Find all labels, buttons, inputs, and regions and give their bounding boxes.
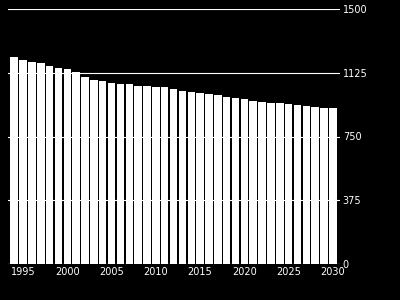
Bar [143, 86, 151, 264]
Bar [81, 77, 89, 264]
Bar [126, 84, 133, 264]
Bar [329, 109, 337, 264]
Bar [267, 103, 275, 264]
Bar [161, 87, 168, 264]
Bar [302, 106, 310, 264]
Bar [72, 72, 80, 264]
Bar [170, 89, 177, 264]
Bar [152, 87, 160, 264]
Bar [37, 63, 44, 264]
Bar [312, 107, 319, 264]
Bar [55, 68, 62, 264]
Bar [294, 105, 301, 264]
Bar [241, 99, 248, 264]
Bar [90, 80, 98, 264]
Bar [276, 103, 284, 264]
Bar [196, 93, 204, 264]
Bar [188, 92, 195, 264]
Bar [320, 108, 328, 264]
Bar [223, 97, 230, 264]
Bar [46, 66, 53, 264]
Bar [28, 62, 36, 264]
Bar [250, 101, 257, 264]
Bar [179, 91, 186, 264]
Bar [232, 98, 239, 264]
Bar [99, 81, 106, 264]
Bar [134, 85, 142, 264]
Bar [19, 60, 27, 264]
Bar [10, 58, 18, 264]
Bar [108, 83, 115, 264]
Bar [117, 84, 124, 264]
Bar [214, 95, 222, 264]
Bar [285, 104, 292, 264]
Bar [205, 94, 213, 264]
Bar [64, 69, 71, 264]
Bar [258, 102, 266, 264]
